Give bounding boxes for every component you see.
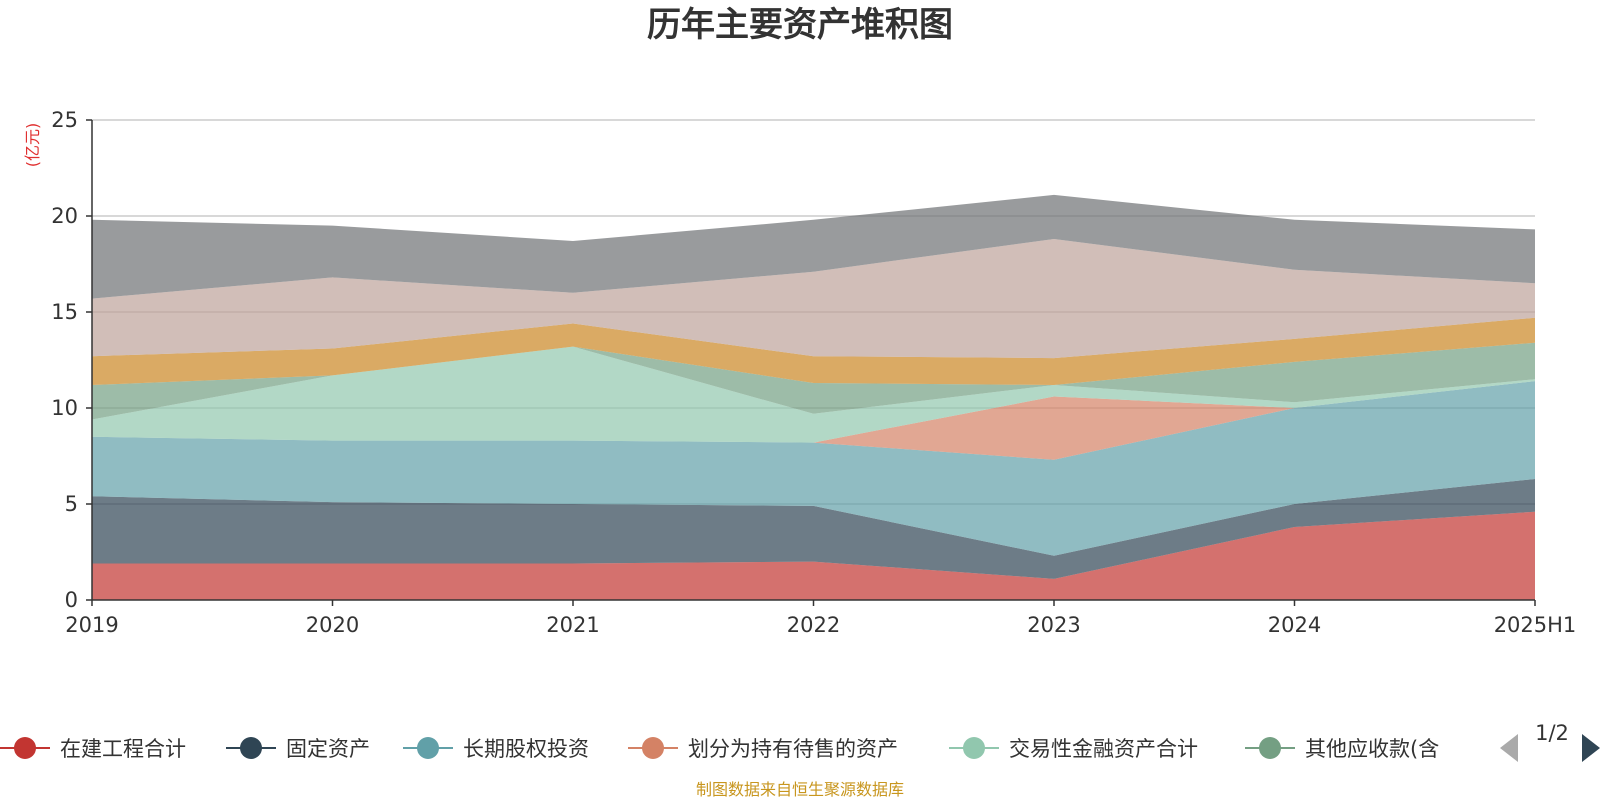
area-series-5[interactable] — [92, 346, 1535, 443]
legend[interactable]: 在建工程合计 固定资产 长期股权投资 划分为持有待售的资产 交易性金融资产合计 其他应收款… — [0, 737, 1439, 761]
area-series-2[interactable] — [92, 479, 1535, 579]
legend-label: 交易性金融资产合计 — [1009, 737, 1198, 761]
y-tick-label: 10 — [51, 396, 78, 420]
y-tick-label: 0 — [65, 588, 78, 612]
x-tick-label: 2023 — [1027, 613, 1080, 637]
x-tick-label: 2020 — [306, 613, 359, 637]
legend-label: 固定资产 — [286, 737, 370, 761]
data-source-note: 制图数据来自恒生聚源数据库 — [696, 780, 904, 799]
area-series-3[interactable] — [92, 381, 1535, 556]
area-series-7[interactable] — [92, 317, 1535, 385]
stacked-areas — [92, 194, 1535, 600]
legend-label: 划分为持有待售的资产 — [688, 737, 898, 761]
area-series-6[interactable] — [92, 342, 1535, 420]
legend-item-5[interactable]: 交易性金融资产合计 — [949, 737, 1198, 761]
x-tick-label: 2019 — [65, 613, 118, 637]
legend-marker-icon — [240, 737, 262, 759]
x-tick-label: 2021 — [546, 613, 599, 637]
area-series-9[interactable] — [92, 194, 1535, 299]
y-axis-unit: (亿元) — [23, 123, 42, 168]
x-tick-label: 2024 — [1268, 613, 1321, 637]
prev-page-icon[interactable] — [1500, 734, 1518, 762]
chart-title: 历年主要资产堆积图 — [647, 5, 953, 45]
axes: 0 5 10 15 20 25 2019 2020 2021 2022 2023 2024 2025H1 — [51, 108, 1576, 637]
legend-label: 在建工程合计 — [60, 737, 186, 761]
legend-label: 其他应收款(含 — [1305, 737, 1439, 761]
x-tick-label: 2025H1 — [1494, 613, 1577, 637]
legend-item-3[interactable]: 长期股权投资 — [403, 737, 589, 761]
legend-marker-icon — [14, 737, 36, 759]
next-page-icon[interactable] — [1582, 734, 1600, 762]
legend-item-2[interactable]: 固定资产 — [226, 737, 370, 761]
legend-marker-icon — [642, 737, 664, 759]
area-series-1[interactable] — [92, 511, 1535, 600]
legend-marker-icon — [1259, 737, 1281, 759]
legend-label: 长期股权投资 — [463, 737, 589, 761]
y-tick-label: 25 — [51, 108, 78, 132]
y-tick-label: 20 — [51, 204, 78, 228]
y-tick-label: 5 — [65, 492, 78, 516]
legend-item-1[interactable]: 在建工程合计 — [0, 737, 186, 761]
area-series-8[interactable] — [92, 239, 1535, 359]
legend-marker-icon — [417, 737, 439, 759]
legend-page-indicator: 1/2 — [1535, 721, 1569, 745]
legend-marker-icon — [963, 737, 985, 759]
legend-pager[interactable]: 1/2 — [1500, 721, 1600, 762]
legend-item-4[interactable]: 划分为持有待售的资产 — [628, 737, 898, 761]
x-tick-label: 2022 — [787, 613, 840, 637]
y-tick-label: 15 — [51, 300, 78, 324]
legend-item-6[interactable]: 其他应收款(含 — [1245, 737, 1439, 761]
